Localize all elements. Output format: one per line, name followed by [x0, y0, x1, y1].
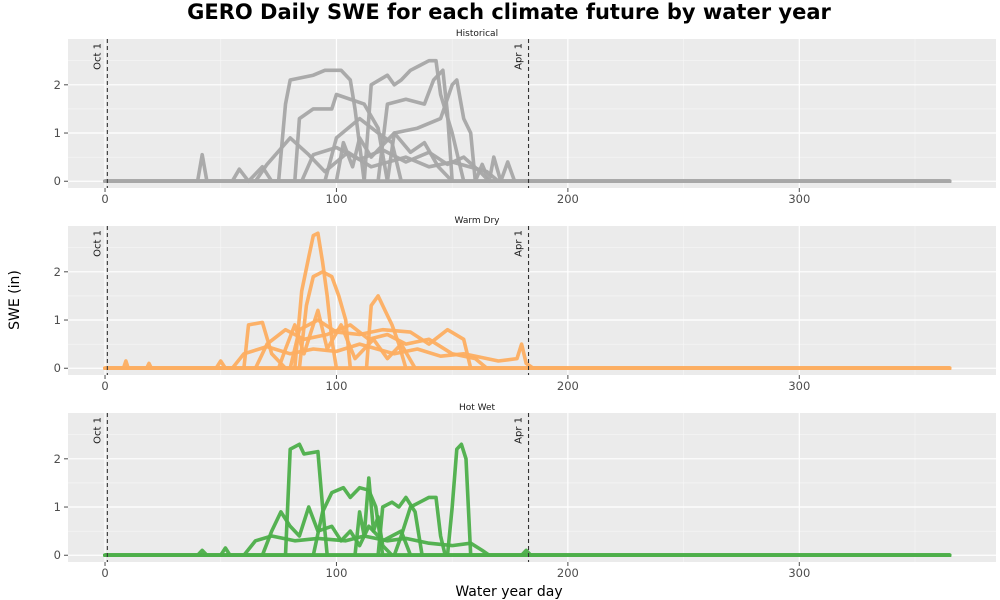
series-line [103, 131, 952, 183]
x-tick-label: 100 [325, 566, 347, 580]
series-line [103, 116, 952, 183]
chart-title: GERO Daily SWE for each climate future b… [187, 0, 831, 24]
series-line [103, 318, 952, 370]
y-tick-label: 0 [54, 361, 61, 375]
x-tick-label: 0 [101, 566, 108, 580]
series-line [103, 359, 952, 370]
y-tick-label: 2 [54, 452, 61, 466]
x-tick-label: 300 [788, 379, 810, 393]
y-tick-label: 1 [54, 126, 61, 140]
series-line [103, 323, 952, 370]
facet-label: Historical [456, 29, 498, 39]
series-line [103, 231, 952, 370]
reference-line-label: Apr 1 [514, 417, 525, 444]
series-line [103, 505, 952, 557]
series-line [103, 534, 952, 557]
reference-line-label: Apr 1 [514, 230, 525, 257]
reference-line-label: Apr 1 [514, 43, 525, 70]
facet-label: Warm Dry [455, 216, 501, 226]
y-tick-label: 1 [54, 313, 61, 327]
x-tick-label: 200 [557, 566, 579, 580]
reference-line-label: Oct 1 [92, 43, 103, 70]
series-line [103, 58, 952, 183]
x-tick-label: 100 [325, 192, 347, 206]
series-line [103, 442, 952, 557]
y-tick-label: 0 [54, 174, 61, 188]
x-tick-label: 300 [788, 566, 810, 580]
series-line [103, 155, 952, 183]
panel-background [68, 226, 996, 375]
series-line [103, 546, 952, 557]
x-tick-label: 0 [101, 379, 108, 393]
y-tick-label: 0 [54, 548, 61, 562]
x-tick-label: 200 [557, 192, 579, 206]
series-line [103, 476, 952, 557]
x-tick-label: 100 [325, 379, 347, 393]
x-tick-label: 200 [557, 379, 579, 393]
series-line [103, 308, 952, 370]
facet-panel: Hot Wet Oct 1 Apr 1 0 1 2 0 100 200 300 [54, 403, 996, 580]
x-axis-title: Water year day [455, 584, 562, 600]
panel-background [68, 39, 996, 188]
x-tick-label: 0 [101, 192, 108, 206]
x-tick-label: 300 [788, 192, 810, 206]
facet-panel: Historical Oct 1 Apr 1 0 1 2 0 100 200 300 [54, 29, 996, 206]
y-tick-label: 1 [54, 500, 61, 514]
reference-line-label: Oct 1 [92, 417, 103, 444]
reference-line-label: Oct 1 [92, 230, 103, 257]
y-tick-label: 2 [54, 78, 61, 92]
panel-background [68, 413, 996, 562]
y-axis-title: SWE (in) [7, 270, 23, 330]
facet-label: Hot Wet [459, 403, 496, 413]
facet-panel: Warm Dry Oct 1 Apr 1 0 1 2 0 100 200 300 [54, 216, 996, 393]
y-tick-label: 2 [54, 265, 61, 279]
